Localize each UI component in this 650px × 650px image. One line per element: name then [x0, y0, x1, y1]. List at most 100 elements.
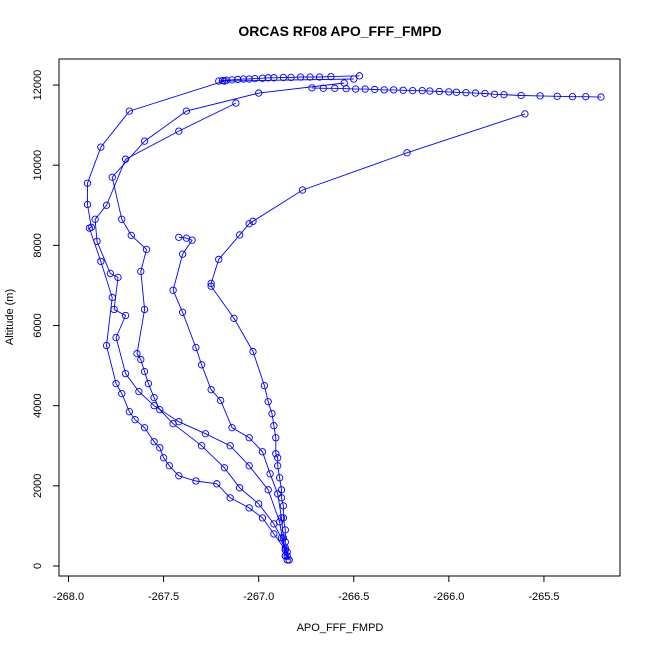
data-point	[245, 220, 253, 228]
series-line	[210, 113, 526, 561]
data-point	[275, 474, 284, 482]
data-point	[197, 442, 206, 450]
data-point	[264, 74, 272, 82]
data-point	[568, 93, 577, 101]
data-point	[220, 77, 229, 85]
data-point	[258, 74, 267, 82]
data-point	[239, 75, 248, 83]
data-point	[118, 215, 126, 223]
data-point	[236, 231, 244, 239]
data-point	[133, 349, 141, 358]
data-point	[418, 87, 426, 95]
data-point	[137, 267, 145, 276]
y-tick-label: 2000	[32, 474, 44, 498]
y-tick-label: 0	[32, 563, 44, 569]
data-point	[83, 179, 92, 187]
series-1	[215, 72, 364, 85]
data-point	[91, 215, 99, 223]
data-point	[390, 86, 398, 94]
data-point	[125, 408, 134, 416]
x-axis: -268.0 -267.5 -267.0 -266.5 -266.0 -265.5	[53, 575, 560, 603]
data-point	[150, 438, 158, 446]
data-point	[118, 389, 126, 398]
data-point	[188, 236, 196, 244]
data-point	[201, 430, 210, 438]
data-point	[216, 396, 225, 405]
data-point	[251, 74, 259, 83]
data-point	[220, 464, 229, 472]
data-point	[452, 88, 461, 96]
data-point	[277, 486, 286, 494]
data-point	[268, 410, 276, 418]
y-tick-label: 12000	[32, 70, 44, 101]
data-point	[106, 269, 114, 278]
data-point	[331, 84, 339, 92]
data-point	[403, 149, 411, 157]
data-point	[150, 402, 158, 410]
data-point	[140, 137, 149, 145]
data-point	[142, 245, 151, 254]
data-point	[131, 416, 139, 424]
data-point	[462, 89, 470, 97]
data-point	[85, 224, 94, 232]
data-point	[255, 500, 263, 508]
data-point	[270, 74, 278, 82]
y-axis-label: Altitude (m)	[4, 289, 16, 345]
data-point	[175, 418, 183, 426]
data-point	[226, 442, 234, 450]
data-point	[226, 494, 234, 502]
data-point	[245, 75, 253, 83]
data-point	[380, 86, 388, 94]
data-point	[355, 72, 364, 80]
data-point	[137, 355, 145, 364]
data-point	[272, 450, 280, 458]
data-point	[350, 75, 358, 83]
data-point	[315, 73, 324, 81]
data-point	[435, 87, 443, 96]
data-point	[308, 84, 316, 92]
data-point	[426, 87, 434, 95]
series-2	[308, 84, 605, 101]
data-point	[236, 484, 244, 492]
data-point	[175, 233, 183, 241]
data-point	[121, 155, 130, 163]
data-point	[144, 379, 153, 388]
data-point	[207, 279, 215, 288]
x-tick-label: -265.5	[528, 591, 559, 603]
data-point	[481, 89, 489, 98]
data-point	[327, 72, 335, 81]
data-point	[249, 347, 257, 356]
data-point	[245, 462, 253, 470]
data-point	[232, 99, 240, 107]
data-point	[275, 518, 284, 526]
data-point	[156, 406, 164, 414]
series-7	[169, 233, 289, 560]
data-point	[140, 305, 149, 314]
data-point	[371, 85, 379, 94]
series-line	[172, 236, 286, 557]
data-point	[521, 110, 529, 118]
x-tick-label: -268.0	[53, 591, 84, 603]
data-point	[283, 548, 291, 556]
y-tick-label: 10000	[32, 150, 44, 181]
data-point	[234, 75, 242, 84]
x-axis-label: APO_FFF_FMPD	[297, 622, 384, 634]
data-point	[175, 472, 183, 480]
data-point	[285, 556, 293, 564]
data-point	[110, 305, 118, 314]
data-point	[207, 385, 215, 394]
data-point	[121, 311, 130, 320]
data-point	[260, 381, 269, 390]
data-point	[97, 257, 105, 266]
data-point	[249, 217, 257, 225]
data-point	[192, 343, 200, 352]
data-point	[361, 85, 369, 93]
data-point	[178, 308, 187, 316]
data-point	[270, 422, 278, 430]
data-point	[102, 341, 111, 350]
data-point	[517, 91, 525, 100]
x-tick-label: -266.5	[338, 591, 369, 603]
data-point	[266, 470, 274, 478]
data-point	[150, 394, 158, 402]
data-point	[197, 361, 206, 369]
